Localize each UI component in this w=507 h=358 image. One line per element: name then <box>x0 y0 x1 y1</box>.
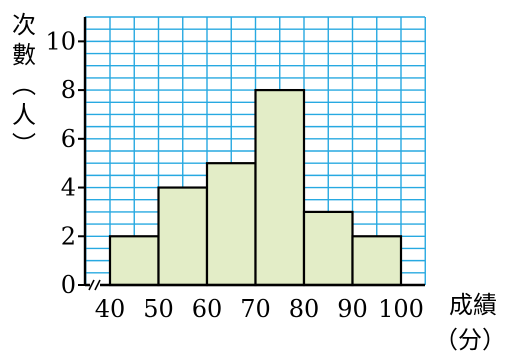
x-axis-label-line2: （分） <box>434 326 506 354</box>
x-axis-label: 成績 （分） <box>434 291 506 354</box>
histogram-bar <box>108 235 160 287</box>
histogram-bar <box>254 88 306 287</box>
y-axis-label-char: ︶ <box>12 131 36 159</box>
x-tick-labels: 40 50 60 70 80 90 100 <box>95 295 424 323</box>
axis-break-mark <box>88 279 95 291</box>
y-axis-label: 次 數 ︵ 人 ︶ <box>12 11 36 159</box>
x-tick-label: 40 <box>95 295 126 323</box>
y-tick-label: 10 <box>45 27 76 55</box>
y-tick-label: 2 <box>61 222 76 250</box>
histogram-bar <box>302 210 354 287</box>
y-tick-label: 4 <box>61 174 76 202</box>
histogram-bar <box>351 235 403 287</box>
y-tick-labels: 0 2 4 6 8 10 <box>45 27 85 299</box>
x-tick-label: 100 <box>378 295 424 323</box>
y-tick-label: 0 <box>61 271 76 299</box>
x-tick-label: 50 <box>143 295 174 323</box>
axis-break-mark <box>94 279 101 291</box>
histogram-bars <box>108 88 403 287</box>
y-axis-label-char: 次 <box>12 11 36 39</box>
y-axis-label-char: 數 <box>12 41 36 69</box>
x-tick-label: 90 <box>337 295 368 323</box>
x-axis-label-line1: 成績 <box>449 291 497 319</box>
axes <box>83 17 425 291</box>
histogram-bar <box>157 186 209 287</box>
y-tick-label: 6 <box>61 125 76 153</box>
axis-break-gap <box>90 279 100 291</box>
x-tick-label: 80 <box>289 295 320 323</box>
histogram-bar <box>205 162 257 287</box>
y-axis-label-char: ︵ <box>12 71 36 99</box>
x-tick-label: 70 <box>240 295 271 323</box>
y-axis-label-char: 人 <box>12 101 36 129</box>
x-tick-label: 60 <box>192 295 223 323</box>
y-tick-label: 8 <box>61 76 76 104</box>
